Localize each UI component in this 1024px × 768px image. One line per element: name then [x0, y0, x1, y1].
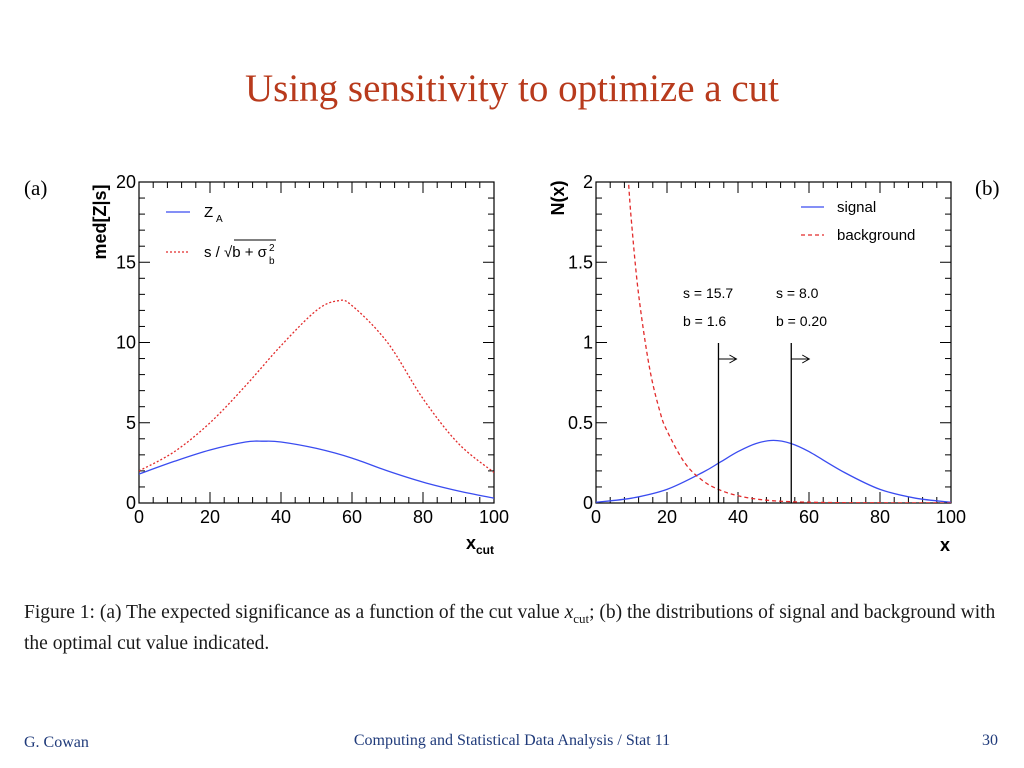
y-tick-label: 5: [126, 413, 136, 433]
footer-author: G. Cowan: [24, 734, 89, 751]
x-tick-label: 80: [413, 507, 433, 527]
series-line-solid: [139, 440, 494, 499]
x-tick-label: 40: [728, 507, 748, 527]
legend-label-za: Z: [204, 204, 213, 221]
cut-s-label: s = 15.7: [683, 285, 733, 301]
chart-panel-b: 0 20 40 60 80 100 0 0.5 1 1.5 2 (b) N(x) x signal backg…: [548, 172, 1000, 555]
y-axis-label: med[Z|s]: [90, 184, 110, 259]
y-tick-label: 10: [116, 333, 136, 353]
y-tick-label: 20: [116, 172, 136, 192]
cut-arrow-head: [729, 354, 738, 364]
legend-label-background: background: [837, 227, 915, 244]
figure-caption: Figure 1: (a) The expected significance …: [24, 600, 1009, 656]
legend-label-sb-sub: b: [269, 256, 275, 267]
cut-b-label: b = 1.6: [683, 313, 726, 329]
y-tick-label: 0.5: [568, 413, 593, 433]
x-tick-label: 20: [200, 507, 220, 527]
x-tick-label: 0: [134, 507, 144, 527]
panel-label: (b): [975, 176, 1000, 200]
cut-s-label: s = 8.0: [776, 285, 819, 301]
y-tick-label: 0: [126, 493, 136, 513]
x-tick-label: 100: [479, 507, 509, 527]
footer-course: Computing and Statistical Data Analysis …: [353, 732, 671, 749]
x-tick-label: 80: [870, 507, 890, 527]
legend-label-sb: s / √b + σ: [204, 244, 268, 261]
series-line-solid: [596, 439, 951, 503]
legend-label-signal: signal: [837, 199, 876, 216]
cut-arrow-head: [802, 354, 811, 364]
caption-symbol-sub: cut: [573, 610, 590, 626]
y-tick-label: 1.5: [568, 252, 593, 272]
chart-panel-a: 0 20 40 60 80 100 0 5 10 15 20 (a) med[Z|s] x cut Z As /…: [24, 172, 509, 557]
y-tick-label: 15: [116, 252, 136, 272]
x-tick-label: 100: [936, 507, 966, 527]
series-line-dashed: [627, 182, 951, 503]
slide-title: Using sensitivity to optimize a cut: [244, 67, 780, 110]
x-tick-label: 0: [591, 507, 601, 527]
panel-label: (a): [24, 176, 47, 200]
cut-b-label: b = 0.20: [776, 313, 827, 329]
x-tick-label: 60: [799, 507, 819, 527]
series-line-dotted: [139, 299, 494, 474]
x-tick-label: 60: [342, 507, 362, 527]
y-tick-label: 1: [583, 333, 593, 353]
legend-label-sb-sup: 2: [269, 243, 275, 254]
caption-prefix: Figure 1: (a) The expected significance …: [24, 602, 565, 623]
x-tick-label: 20: [657, 507, 677, 527]
x-axis-label-sub: cut: [476, 543, 494, 557]
x-tick-label: 40: [271, 507, 291, 527]
caption-symbol: x: [564, 602, 574, 623]
y-tick-label: 0: [583, 493, 593, 513]
legend-label-za-sub: A: [216, 214, 223, 225]
x-axis-label: x: [940, 535, 950, 555]
y-axis-label: N(x): [548, 180, 568, 215]
y-tick-label: 2: [583, 172, 593, 192]
caption-suffix: ; (b) the distributions of signal and ba…: [24, 602, 996, 654]
page-number: 30: [982, 732, 998, 749]
x-axis-label: x: [466, 533, 476, 553]
